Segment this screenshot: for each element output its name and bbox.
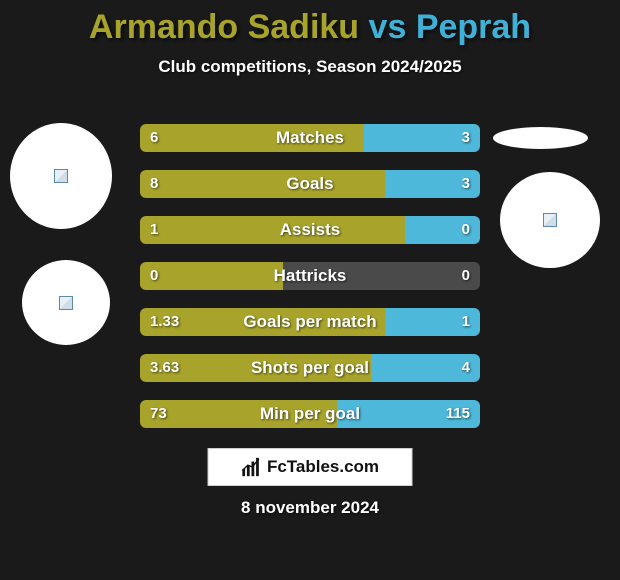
bar-right-fill	[371, 354, 480, 382]
image-placeholder-icon	[54, 169, 68, 183]
bar-row: 3.634Shots per goal	[140, 354, 480, 382]
bar-left-fill	[140, 354, 371, 382]
watermark: FcTables.com	[208, 448, 413, 486]
player2-avatar	[500, 172, 600, 268]
bar-right-fill	[337, 400, 480, 428]
bar-left-fill	[140, 216, 405, 244]
bar-right-fill	[385, 308, 480, 336]
player1-avatar-large	[10, 123, 112, 229]
image-placeholder-icon	[59, 296, 73, 310]
bar-row: 00Hattricks	[140, 262, 480, 290]
bar-chart-icon	[241, 456, 263, 478]
image-placeholder-icon	[543, 213, 557, 227]
bar-row: 63Matches	[140, 124, 480, 152]
date-text: 8 november 2024	[0, 498, 620, 518]
bar-right-fill	[283, 262, 480, 290]
page-title: Armando Sadiku vs Peprah	[0, 0, 620, 47]
bar-row: 83Goals	[140, 170, 480, 198]
bar-left-fill	[140, 170, 385, 198]
comparison-bars: 63Matches 83Goals 10Assists 00Hattricks 1.33…	[140, 124, 480, 446]
bar-right-fill	[385, 170, 480, 198]
title-player2: Peprah	[416, 8, 531, 46]
player1-avatar-small	[22, 260, 110, 345]
watermark-text: FcTables.com	[267, 457, 379, 477]
bar-left-fill	[140, 308, 385, 336]
bar-right-fill	[405, 216, 480, 244]
bar-left-fill	[140, 262, 283, 290]
bar-row: 10Assists	[140, 216, 480, 244]
bar-right-fill	[364, 124, 480, 152]
title-vs: vs	[359, 8, 416, 46]
bar-left-fill	[140, 124, 364, 152]
bar-row: 1.331Goals per match	[140, 308, 480, 336]
subtitle: Club competitions, Season 2024/2025	[0, 57, 620, 77]
title-player1: Armando Sadiku	[89, 8, 359, 46]
player2-ellipse	[493, 127, 588, 149]
bar-row: 73115Min per goal	[140, 400, 480, 428]
bar-left-fill	[140, 400, 337, 428]
